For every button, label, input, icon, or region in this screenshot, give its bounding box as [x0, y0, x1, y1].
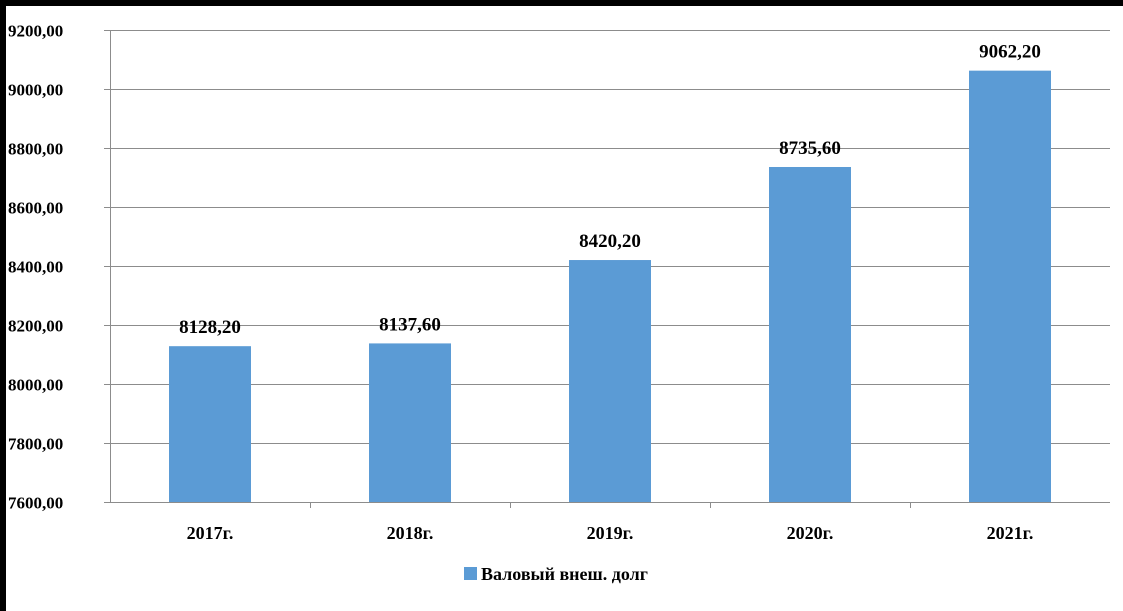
bar [569, 260, 651, 502]
bar [969, 70, 1051, 502]
y-tick-label: 7800,00 [8, 435, 63, 454]
y-tick-label: 8600,00 [8, 199, 63, 218]
y-tick-label: 9200,00 [8, 22, 63, 41]
bars [169, 70, 1051, 503]
y-tick-label: 8800,00 [8, 140, 63, 159]
y-tick-label: 7600,00 [8, 494, 63, 513]
axes [104, 30, 1110, 508]
bar [369, 343, 451, 502]
legend: Валовый внеш. долг [464, 564, 648, 584]
y-tick-label: 8200,00 [8, 317, 63, 336]
x-tick-label: 2021г. [987, 523, 1034, 543]
data-label: 8137,60 [379, 314, 441, 335]
data-label: 9062,20 [979, 42, 1041, 63]
bar [769, 166, 851, 503]
x-tick-label: 2020г. [787, 523, 834, 543]
y-tick-label: 9000,00 [8, 81, 63, 100]
x-tick-label: 2018г. [387, 523, 434, 543]
data-label: 8128,20 [179, 317, 241, 338]
y-tick-label: 8000,00 [8, 376, 63, 395]
x-tick-label: 2019г. [587, 523, 634, 543]
y-tick-label: 8400,00 [8, 258, 63, 277]
legend-swatch [464, 567, 477, 580]
data-label: 8735,60 [779, 138, 841, 159]
bar [169, 346, 251, 502]
labels: 7600,00 7800,00 8000,00 8200,00 8400,00 8600,… [8, 22, 1041, 544]
legend-label: Валовый внеш. долг [481, 564, 648, 584]
x-tick-label: 2017г. [187, 523, 234, 543]
data-label: 8420,20 [579, 231, 641, 252]
